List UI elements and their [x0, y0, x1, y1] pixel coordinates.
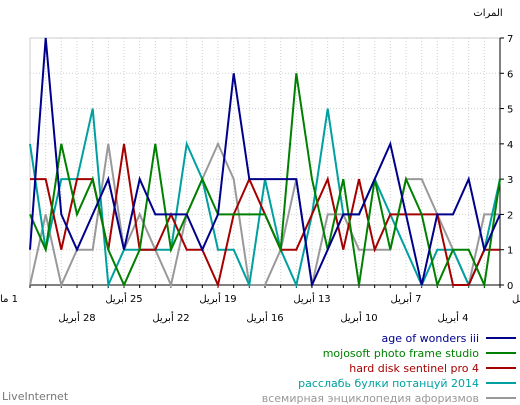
x-tick-label: 19 أبريل: [199, 292, 236, 305]
x-tick-label: 1 مايو: [0, 294, 18, 305]
legend-label: расслабь булки потанцуй 2014: [298, 377, 479, 390]
y-tick-label: 1: [507, 246, 513, 257]
x-tick-label: 28 أبريل: [58, 311, 95, 324]
y-axis-title: المرات: [473, 8, 502, 19]
x-tick-label: 10 أبريل: [340, 311, 377, 324]
brand-label: LiveInternet: [2, 390, 69, 403]
x-tick-label: 16 أبريل: [246, 311, 283, 324]
legend-label: mojosoft photo frame studio: [323, 347, 480, 360]
x-tick-label: 4 أبريل: [438, 311, 469, 324]
series-lines: [29, 37, 501, 289]
legend-label: age of wonders iii: [382, 332, 479, 345]
x-tick-label: 25 أبريل: [105, 292, 142, 305]
x-tick-label: 7 أبريل: [391, 292, 422, 305]
series-line: [29, 141, 500, 289]
legend-label: hard disk sentinel pro 4: [349, 362, 479, 375]
y-tick-label: 6: [507, 69, 513, 80]
y-tick-label: 4: [507, 140, 513, 151]
y-tick-label: 2: [507, 210, 513, 221]
grid: [29, 37, 501, 286]
x-tick-label: 22 أبريل: [152, 311, 189, 324]
axes: 0 1 2 3 4 5 6 7 1 مايو 28 أبريل 25 أبريل 22 أبريل 19…: [0, 34, 520, 324]
y-tick-label: 5: [507, 105, 513, 116]
y-tick-label: 7: [507, 34, 513, 45]
y-tick-label: 3: [507, 175, 513, 186]
series-line: [29, 73, 501, 289]
legend: age of wonders iii mojosoft photo frame s…: [262, 332, 516, 405]
legend-label: всемирная энциклопедия афоризмов: [262, 392, 479, 405]
series-line: [29, 37, 501, 289]
x-tick-label: 1 أبريل: [512, 292, 520, 305]
y-tick-label: 0: [507, 281, 513, 292]
x-tick-label: 13 أبريل: [293, 292, 330, 305]
